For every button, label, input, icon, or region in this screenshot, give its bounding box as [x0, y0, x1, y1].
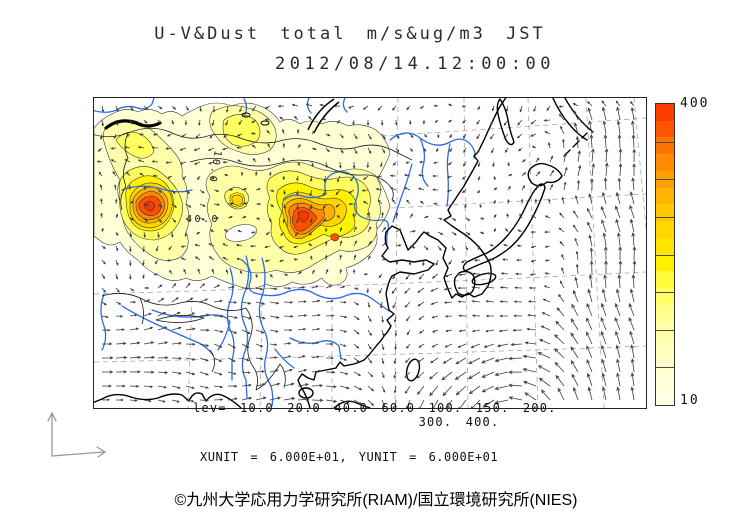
sakhalin-island [496, 98, 515, 146]
kyushu-island [453, 270, 476, 296]
continental-coast [297, 98, 507, 408]
kuril-islands [563, 132, 588, 157]
lake-baikal [307, 98, 335, 131]
india-bengal-coast [94, 392, 242, 408]
taiwan-island [405, 358, 421, 382]
plot-title: U-V&Dust total m/s&ug/m3 JST [154, 24, 546, 44]
kamchatka-coast [552, 98, 588, 141]
below-min-hole [224, 224, 258, 242]
axis-arrows [47, 411, 107, 458]
lakes [104, 98, 340, 134]
coastlines [94, 98, 594, 408]
wind-vectors [96, 100, 637, 408]
vector-units-text: XUNIT = 6.000E+01, YUNIT = 6.000E+01 [200, 450, 499, 464]
map-panel: 40.0 10.0 [93, 97, 647, 409]
contour-levels-text-line2: 300. 400. [418, 415, 500, 429]
shikoku-island [471, 272, 497, 286]
hokkaido-island [527, 162, 563, 187]
indochina-coast [333, 400, 371, 408]
contour-label-40: 40.0 [186, 214, 220, 225]
colorbar-max-label: 400 [680, 96, 710, 111]
x-axis-arrow [51, 446, 107, 458]
y-axis-arrow [47, 411, 57, 457]
contour-levels-text-line1: lev= 10.0 20.0 40.0 60.0 100. 150. 200. [193, 401, 557, 415]
honshu-island [462, 183, 546, 272]
colorbar-min-label: 10 [680, 393, 700, 408]
copyright-credit: ©九州大学応用力学研究所(RIAM)/国立環境研究所(NIES) [174, 492, 578, 509]
colorbar [655, 103, 675, 406]
lake-balkhash [104, 119, 162, 130]
graticule [94, 98, 646, 408]
plot-timestamp: 2012/08/14.12:00:00 [275, 54, 555, 74]
